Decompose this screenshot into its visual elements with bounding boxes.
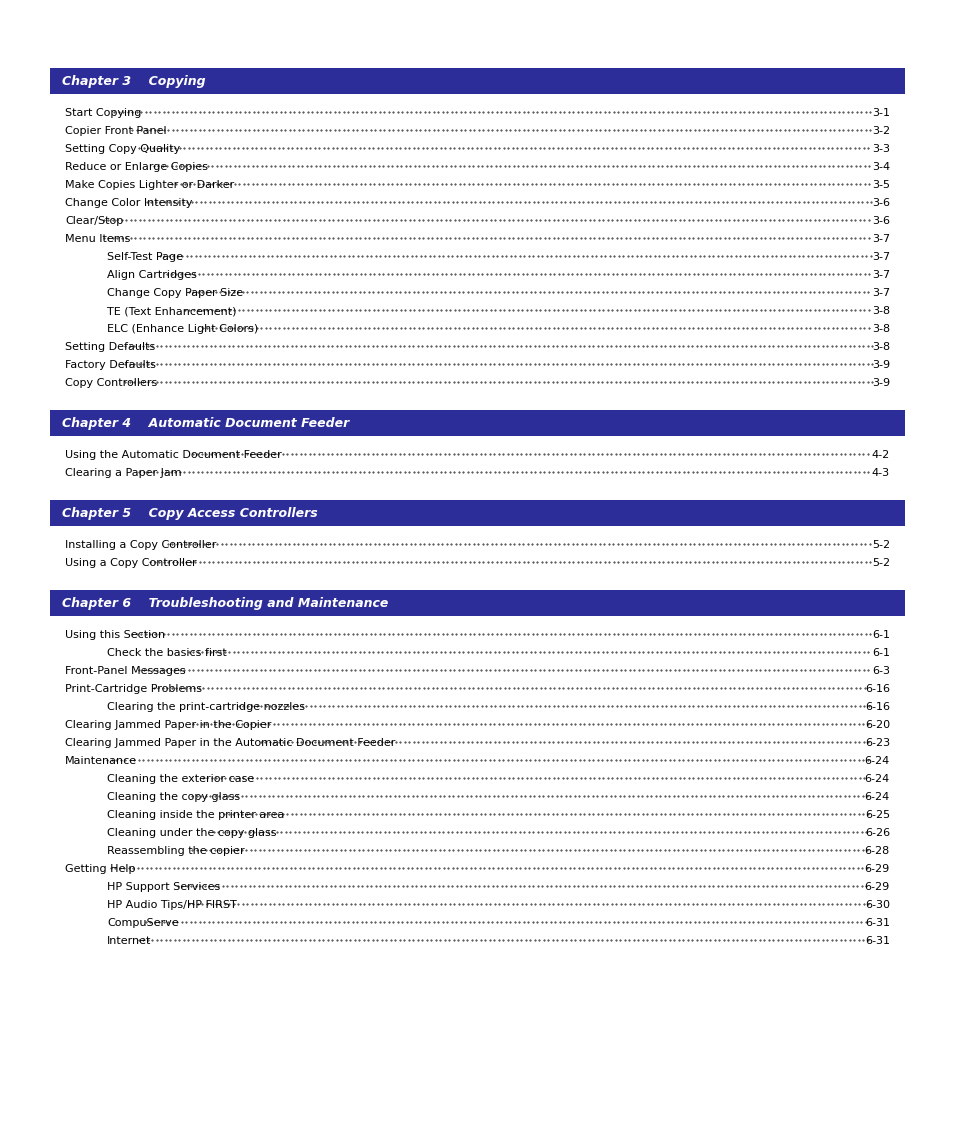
Text: Chapter 3    Copying: Chapter 3 Copying xyxy=(62,74,206,87)
Text: Setting Copy Quality: Setting Copy Quality xyxy=(65,144,180,153)
Text: Setting Defaults: Setting Defaults xyxy=(65,342,155,352)
Text: Chapter 4    Automatic Document Feeder: Chapter 4 Automatic Document Feeder xyxy=(62,417,349,429)
Text: Reduce or Enlarge Copies: Reduce or Enlarge Copies xyxy=(65,161,208,172)
Text: Cleaning under the copy glass: Cleaning under the copy glass xyxy=(107,828,276,838)
Text: ELC (Enhance Light Colors): ELC (Enhance Light Colors) xyxy=(107,324,258,334)
Text: Self-Test Page: Self-Test Page xyxy=(107,252,183,262)
Text: Copy Controllers: Copy Controllers xyxy=(65,378,157,388)
Text: Factory Defaults: Factory Defaults xyxy=(65,360,155,370)
Text: Change Color Intensity: Change Color Intensity xyxy=(65,198,193,208)
Text: 6-20: 6-20 xyxy=(864,720,889,731)
Text: 3-8: 3-8 xyxy=(871,324,889,334)
Text: 6-31: 6-31 xyxy=(864,918,889,927)
Text: Using this Section: Using this Section xyxy=(65,630,165,640)
Text: Align Cartridges: Align Cartridges xyxy=(107,270,196,281)
Text: Getting Help: Getting Help xyxy=(65,864,135,874)
Text: Clear/Stop: Clear/Stop xyxy=(65,216,123,226)
Text: Clearing the print-cartridge nozzles: Clearing the print-cartridge nozzles xyxy=(107,702,305,712)
Text: Cleaning the exterior case: Cleaning the exterior case xyxy=(107,774,254,784)
Text: 6-31: 6-31 xyxy=(864,935,889,946)
Text: 6-29: 6-29 xyxy=(863,864,889,874)
Text: Chapter 6    Troubleshooting and Maintenance: Chapter 6 Troubleshooting and Maintenanc… xyxy=(62,597,388,609)
Bar xyxy=(50,590,904,616)
Text: 3-7: 3-7 xyxy=(871,289,889,298)
Bar xyxy=(50,68,904,94)
Text: 6-3: 6-3 xyxy=(871,666,889,676)
Text: Clearing a Paper Jam: Clearing a Paper Jam xyxy=(65,468,181,477)
Text: 3-6: 3-6 xyxy=(871,198,889,208)
Text: TE (Text Enhancement): TE (Text Enhancement) xyxy=(107,306,236,316)
Text: 3-5: 3-5 xyxy=(871,180,889,190)
Text: 5-2: 5-2 xyxy=(871,540,889,550)
Text: Cleaning the copy glass: Cleaning the copy glass xyxy=(107,792,240,801)
Bar xyxy=(50,410,904,436)
Text: Front-Panel Messages: Front-Panel Messages xyxy=(65,666,186,676)
Text: 6-16: 6-16 xyxy=(864,702,889,712)
Text: HP Audio Tips/HP FIRST: HP Audio Tips/HP FIRST xyxy=(107,900,236,910)
Text: 3-3: 3-3 xyxy=(871,144,889,153)
Text: Change Copy Paper Size: Change Copy Paper Size xyxy=(107,289,243,298)
Text: Cleaning inside the printer area: Cleaning inside the printer area xyxy=(107,810,284,820)
Text: 6-1: 6-1 xyxy=(871,630,889,640)
Text: HP Support Services: HP Support Services xyxy=(107,882,220,892)
Text: 6-25: 6-25 xyxy=(864,810,889,820)
Text: 6-24: 6-24 xyxy=(863,774,889,784)
Text: Copier Front Panel: Copier Front Panel xyxy=(65,126,167,136)
Text: CompuServe: CompuServe xyxy=(107,918,178,927)
Text: 3-1: 3-1 xyxy=(871,108,889,118)
Bar xyxy=(50,500,904,526)
Text: Clearing Jammed Paper in the Automatic Document Feeder: Clearing Jammed Paper in the Automatic D… xyxy=(65,739,395,748)
Text: 6-1: 6-1 xyxy=(871,648,889,658)
Text: Maintenance: Maintenance xyxy=(65,756,137,766)
Text: Internet: Internet xyxy=(107,935,152,946)
Text: Using a Copy Controller: Using a Copy Controller xyxy=(65,558,196,568)
Text: 6-26: 6-26 xyxy=(864,828,889,838)
Text: 3-7: 3-7 xyxy=(871,234,889,244)
Text: Using the Automatic Document Feeder: Using the Automatic Document Feeder xyxy=(65,450,281,460)
Text: 6-16: 6-16 xyxy=(864,684,889,694)
Text: Reassembling the copier: Reassembling the copier xyxy=(107,846,244,856)
Text: 6-28: 6-28 xyxy=(863,846,889,856)
Text: Make Copies Lighter or Darker: Make Copies Lighter or Darker xyxy=(65,180,234,190)
Text: Chapter 5    Copy Access Controllers: Chapter 5 Copy Access Controllers xyxy=(62,506,317,520)
Text: 3-7: 3-7 xyxy=(871,270,889,281)
Text: 3-9: 3-9 xyxy=(871,378,889,388)
Text: Start Copying: Start Copying xyxy=(65,108,141,118)
Text: 6-30: 6-30 xyxy=(864,900,889,910)
Text: 3-8: 3-8 xyxy=(871,342,889,352)
Text: 4-3: 4-3 xyxy=(871,468,889,477)
Text: 3-4: 3-4 xyxy=(871,161,889,172)
Text: 5-2: 5-2 xyxy=(871,558,889,568)
Text: Print-Cartridge Problems: Print-Cartridge Problems xyxy=(65,684,202,694)
Text: 3-7: 3-7 xyxy=(871,252,889,262)
Text: Clearing Jammed Paper in the Copier: Clearing Jammed Paper in the Copier xyxy=(65,720,271,731)
Text: Installing a Copy Controller: Installing a Copy Controller xyxy=(65,540,216,550)
Text: 6-24: 6-24 xyxy=(863,756,889,766)
Text: 6-23: 6-23 xyxy=(864,739,889,748)
Text: 6-24: 6-24 xyxy=(863,792,889,801)
Text: 3-8: 3-8 xyxy=(871,306,889,316)
Text: 4-2: 4-2 xyxy=(871,450,889,460)
Text: Menu Items: Menu Items xyxy=(65,234,131,244)
Text: 3-6: 3-6 xyxy=(871,216,889,226)
Text: 3-9: 3-9 xyxy=(871,360,889,370)
Text: Check the basics first: Check the basics first xyxy=(107,648,227,658)
Text: 3-2: 3-2 xyxy=(871,126,889,136)
Text: 6-29: 6-29 xyxy=(863,882,889,892)
